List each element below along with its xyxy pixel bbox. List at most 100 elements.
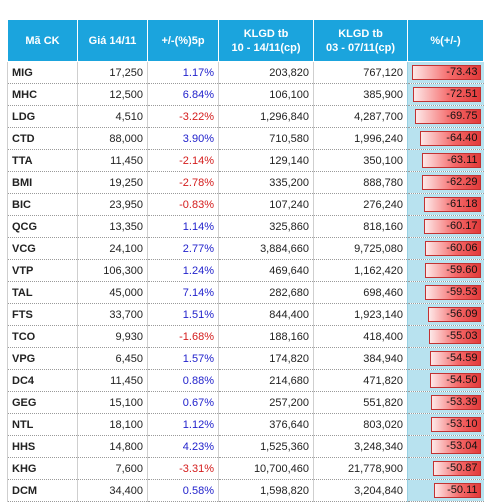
table-row[interactable]: MHC 12,500 6.84% 106,100 385,900 -72.51 <box>7 83 484 106</box>
table-row[interactable]: VTP 106,300 1.24% 469,640 1,162,420 -59.60 <box>7 259 484 282</box>
volume-week1-cell: 710,580 <box>218 127 314 150</box>
volume-week1-cell: 282,680 <box>218 281 314 304</box>
table-row[interactable]: QCG 13,350 1.14% 325,860 818,160 -60.17 <box>7 215 484 238</box>
pct-change-cell: -62.29 <box>407 171 484 194</box>
pct-change-cell: -73.43 <box>407 61 484 84</box>
pct-bar-track: -59.53 <box>412 284 481 301</box>
table-row[interactable]: BIC 23,950 -0.83% 107,240 276,240 -61.18 <box>7 193 484 216</box>
volume-week2-cell: 803,020 <box>313 413 408 436</box>
price-cell: 15,100 <box>77 391 148 414</box>
volume-week2-cell: 3,248,340 <box>313 435 408 458</box>
pct-change-cell: -55.03 <box>407 325 484 348</box>
change-5d-cell: 0.58% <box>147 479 219 502</box>
volume-week1-cell: 1,525,360 <box>218 435 314 458</box>
volume-week1-cell: 469,640 <box>218 259 314 282</box>
pct-bar-track: -61.18 <box>412 196 481 213</box>
pct-value: -60.17 <box>446 220 478 232</box>
pct-bar <box>429 373 481 388</box>
volume-week2-cell: 888,780 <box>313 171 408 194</box>
change-5d-cell: 1.57% <box>147 347 219 370</box>
pct-change-cell: -54.59 <box>407 347 484 370</box>
price-cell: 11,450 <box>77 149 148 172</box>
table-row[interactable]: CTD 88,000 3.90% 710,580 1,996,240 -64.40 <box>7 127 484 150</box>
volume-week2-cell: 21,778,900 <box>313 457 408 480</box>
header-code[interactable]: Mã CK <box>7 19 78 62</box>
header-pct-change[interactable]: %(+/-) <box>407 19 484 62</box>
pct-bar <box>427 307 481 322</box>
volume-week2-cell: 1,996,240 <box>313 127 408 150</box>
pct-bar <box>412 87 481 102</box>
header-volume-week2[interactable]: KLGD tb 03 - 07/11(cp) <box>313 19 408 62</box>
pct-bar-track: -54.59 <box>412 350 481 367</box>
change-5d-cell: 1.24% <box>147 259 219 282</box>
stock-code-cell: VPG <box>7 347 78 370</box>
pct-change-cell: -50.87 <box>407 457 484 480</box>
volume-week2-cell: 3,204,840 <box>313 479 408 502</box>
volume-week2-cell: 698,460 <box>313 281 408 304</box>
header-volume-week1-line2: 10 - 14/11(cp) <box>231 41 301 54</box>
pct-bar-track: -72.51 <box>412 86 481 103</box>
price-cell: 6,450 <box>77 347 148 370</box>
volume-week1-cell: 188,160 <box>218 325 314 348</box>
pct-change-cell: -69.75 <box>407 105 484 128</box>
change-5d-cell: 0.88% <box>147 369 219 392</box>
table-row[interactable]: FTS 33,700 1.51% 844,400 1,923,140 -56.09 <box>7 303 484 326</box>
pct-value: -62.29 <box>446 176 478 188</box>
volume-week1-cell: 3,884,660 <box>218 237 314 260</box>
pct-change-cell: -59.53 <box>407 281 484 304</box>
stock-code-cell: TAL <box>7 281 78 304</box>
volume-week1-cell: 10,700,460 <box>218 457 314 480</box>
table-row[interactable]: DC4 11,450 0.88% 214,680 471,820 -54.50 <box>7 369 484 392</box>
pct-bar-track: -54.50 <box>412 372 481 389</box>
pct-value: -59.60 <box>446 264 478 276</box>
table-row[interactable]: TAL 45,000 7.14% 282,680 698,460 -59.53 <box>7 281 484 304</box>
table-row[interactable]: DCM 34,400 0.58% 1,598,820 3,204,840 -50.11 <box>7 479 484 502</box>
volume-week2-cell: 471,820 <box>313 369 408 392</box>
volume-week2-cell: 9,725,080 <box>313 237 408 260</box>
table-row[interactable]: GEG 15,100 0.67% 257,200 551,820 -53.39 <box>7 391 484 414</box>
pct-value: -59.53 <box>446 286 478 298</box>
pct-value: -50.11 <box>447 484 478 496</box>
pct-change-cell: -53.39 <box>407 391 484 414</box>
table-row[interactable]: TCO 9,930 -1.68% 188,160 418,400 -55.03 <box>7 325 484 348</box>
table-row[interactable]: VCG 24,100 2.77% 3,884,660 9,725,080 -60.06 <box>7 237 484 260</box>
table-row[interactable]: KHG 7,600 -3.31% 10,700,460 21,778,900 -50.87 <box>7 457 484 480</box>
change-5d-cell: 7.14% <box>147 281 219 304</box>
table-row[interactable]: HHS 14,800 4.23% 1,525,360 3,248,340 -53.04 <box>7 435 484 458</box>
table-row[interactable]: LDG 4,510 -3.22% 1,296,840 4,287,700 -69.75 <box>7 105 484 128</box>
stock-code-cell: MHC <box>7 83 78 106</box>
change-5d-cell: 0.67% <box>147 391 219 414</box>
volume-week2-cell: 418,400 <box>313 325 408 348</box>
stock-code-cell: TTA <box>7 149 78 172</box>
table-row[interactable]: BMI 19,250 -2.78% 335,200 888,780 -62.29 <box>7 171 484 194</box>
pct-value: -61.18 <box>446 198 478 210</box>
volume-week1-cell: 174,820 <box>218 347 314 370</box>
table-row[interactable]: MIG 17,250 1.17% 203,820 767,120 -73.43 <box>7 61 484 84</box>
pct-bar <box>419 131 481 146</box>
table-row[interactable]: TTA 11,450 -2.14% 129,140 350,100 -63.11 <box>7 149 484 172</box>
volume-week2-cell: 1,923,140 <box>313 303 408 326</box>
stock-code-cell: BIC <box>7 193 78 216</box>
stock-code-cell: GEG <box>7 391 78 414</box>
header-volume-week1[interactable]: KLGD tb 10 - 14/11(cp) <box>218 19 314 62</box>
change-5d-cell: 1.51% <box>147 303 219 326</box>
volume-week2-cell: 350,100 <box>313 149 408 172</box>
pct-value: -53.04 <box>446 440 478 452</box>
pct-bar-track: -64.40 <box>412 130 481 147</box>
stock-code-cell: LDG <box>7 105 78 128</box>
pct-bar-track: -53.04 <box>412 438 481 455</box>
pct-bar-track: -60.17 <box>412 218 481 235</box>
pct-bar <box>423 219 481 234</box>
volume-week2-cell: 551,820 <box>313 391 408 414</box>
pct-value: -64.40 <box>446 132 478 144</box>
pct-bar-track: -55.03 <box>412 328 481 345</box>
stock-code-cell: MIG <box>7 61 78 84</box>
stock-code-cell: KHG <box>7 457 78 480</box>
pct-value: -54.50 <box>446 374 478 386</box>
price-cell: 9,930 <box>77 325 148 348</box>
pct-change-cell: -53.04 <box>407 435 484 458</box>
table-row[interactable]: NTL 18,100 1.12% 376,640 803,020 -53.10 <box>7 413 484 436</box>
table-row[interactable]: VPG 6,450 1.57% 174,820 384,940 -54.59 <box>7 347 484 370</box>
header-price[interactable]: Giá 14/11 <box>77 19 148 62</box>
header-change-5d[interactable]: +/-(%)5p <box>147 19 219 62</box>
